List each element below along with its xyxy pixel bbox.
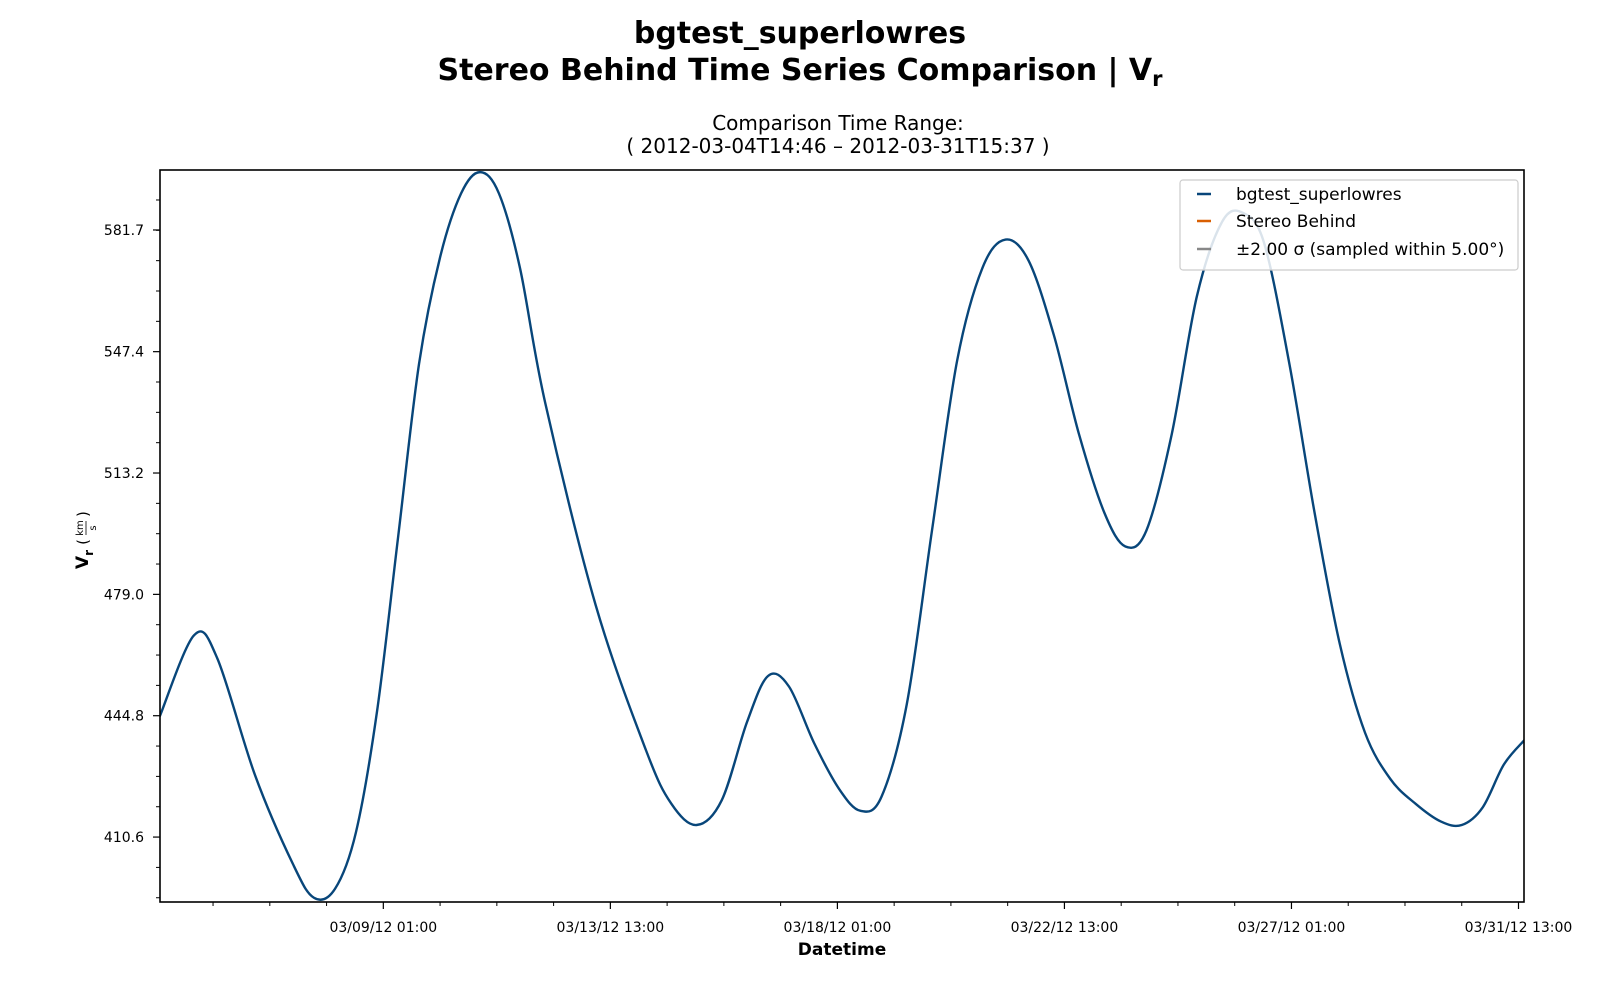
y-tick-label: 513.2 bbox=[104, 466, 144, 482]
chart-title-line2-text: Stereo Behind Time Series Comparison | V bbox=[437, 53, 1152, 88]
y-tick-label: 410.6 bbox=[104, 830, 144, 846]
y-axis-unit-numerator: km bbox=[75, 520, 86, 536]
legend-label-sigma: ±2.00 σ (sampled within 5.00°) bbox=[1236, 240, 1504, 260]
x-axis-label: Datetime bbox=[798, 940, 886, 960]
y-axis-label-subscript: r bbox=[82, 550, 96, 556]
plot-frame bbox=[159, 169, 1525, 903]
chart-title-line1: bgtest_superlowres bbox=[634, 16, 966, 51]
y-tick-label: 479.0 bbox=[104, 587, 144, 603]
x-tick-label: 03/09/12 01:00 bbox=[329, 920, 437, 936]
chart-title-subscript: r bbox=[1152, 67, 1163, 91]
chart-subtitle-line2: ( 2012-03-04T14:46 – 2012-03-31T15:37 ) bbox=[626, 134, 1049, 158]
y-tick-label: 547.4 bbox=[104, 345, 144, 361]
x-tick-label: 03/22/12 13:00 bbox=[1011, 920, 1119, 936]
svg-text:Vr: Vr bbox=[73, 550, 96, 569]
chart-subtitle-line1: Comparison Time Range: bbox=[712, 111, 964, 135]
y-axis-label: Vr ( km s ) bbox=[73, 511, 99, 569]
legend: bgtest_superlowres Stereo Behind ±2.00 σ… bbox=[1179, 179, 1519, 271]
x-tick-label: 03/13/12 13:00 bbox=[557, 920, 665, 936]
series-line-0 bbox=[160, 170, 1524, 901]
y-axis-label-symbol: V bbox=[73, 555, 93, 569]
y-axis-unit-denominator: s bbox=[88, 525, 99, 530]
y-axis-label-paren-open: ( bbox=[74, 539, 92, 545]
legend-label-bgtest: bgtest_superlowres bbox=[1236, 185, 1402, 205]
y-tick-label: 444.8 bbox=[104, 709, 144, 725]
series-group bbox=[160, 170, 1524, 901]
x-tick-label: 03/18/12 01:00 bbox=[784, 920, 892, 936]
legend-frame bbox=[1179, 179, 1519, 271]
y-axis-label-paren-close: ) bbox=[74, 511, 92, 517]
y-axis: 410.6 444.8 479.0 513.2 547.4 581.7 bbox=[104, 199, 160, 899]
x-tick-label: 03/31/12 13:00 bbox=[1465, 920, 1573, 936]
y-tick-label: 581.7 bbox=[104, 223, 144, 239]
x-tick-label: 03/27/12 01:00 bbox=[1238, 920, 1346, 936]
x-axis: 03/09/12 01:00 03/13/12 13:00 03/18/12 01:… bbox=[212, 902, 1573, 936]
legend-label-stereo-behind: Stereo Behind bbox=[1236, 212, 1356, 232]
chart-title-line2: Stereo Behind Time Series Comparison | V… bbox=[437, 53, 1163, 91]
